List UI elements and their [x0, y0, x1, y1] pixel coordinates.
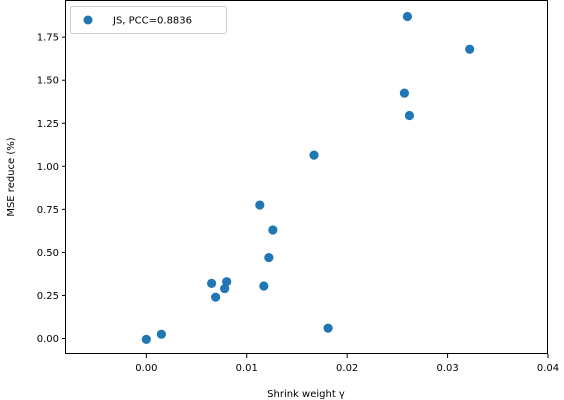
y-tick-label: 1.50	[37, 76, 59, 87]
data-point	[309, 150, 319, 160]
data-point	[222, 277, 232, 287]
data-point	[465, 44, 475, 54]
legend-box	[70, 6, 227, 34]
y-tick-label: 0.00	[37, 334, 59, 345]
y-axis: 0.00 0.25 0.50 0.75 1.00 1.25 1.50 1.75	[37, 33, 66, 345]
y-tick-label: 1.00	[37, 162, 59, 173]
legend-marker	[83, 15, 93, 25]
data-point	[404, 110, 415, 121]
data-point	[156, 329, 166, 339]
y-tick-label: 1.25	[37, 119, 59, 130]
data-point	[141, 334, 151, 344]
y-tick-label: 1.75	[37, 33, 59, 44]
data-point	[268, 225, 278, 235]
x-tick-label: 0.01	[236, 363, 258, 374]
y-tick-label: 0.25	[37, 291, 59, 302]
legend-label: JS, PCC=0.8836	[112, 16, 192, 27]
data-point	[323, 323, 333, 333]
data-point	[211, 292, 221, 302]
y-axis-label: MSE reduce (%)	[6, 137, 17, 216]
x-tick-label: 0.03	[436, 363, 458, 374]
plot-frame	[65, 0, 548, 354]
data-point	[264, 252, 274, 263]
x-tick-label: 0.00	[135, 363, 157, 374]
x-axis: 0.00 0.01 0.02 0.03 0.04	[135, 354, 559, 374]
legend: JS, PCC=0.8836	[70, 6, 227, 34]
data-points	[141, 11, 475, 344]
data-point	[255, 200, 265, 210]
data-point	[399, 88, 410, 98]
data-point	[207, 278, 217, 288]
data-point	[402, 11, 413, 22]
y-tick-label: 0.75	[37, 205, 59, 216]
data-point	[259, 281, 269, 291]
x-tick-label: 0.04	[537, 363, 559, 374]
x-tick-label: 0.02	[336, 363, 358, 374]
x-axis-label: Shrink weight γ	[267, 389, 345, 400]
y-tick-label: 0.50	[37, 248, 59, 259]
